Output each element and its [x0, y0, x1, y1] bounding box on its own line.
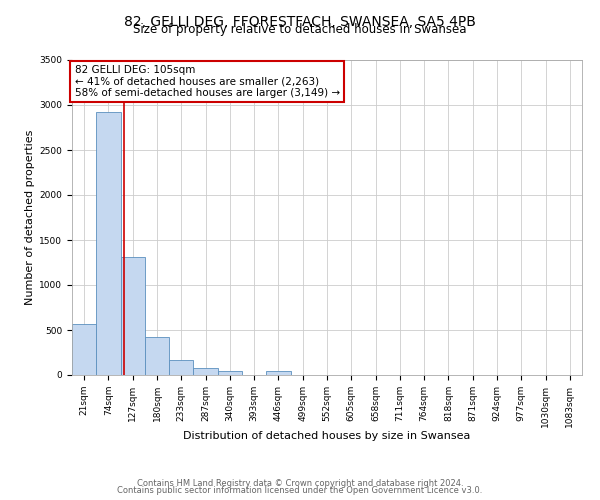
Text: 82 GELLI DEG: 105sqm
← 41% of detached houses are smaller (2,263)
58% of semi-de: 82 GELLI DEG: 105sqm ← 41% of detached h…	[74, 64, 340, 98]
Text: Size of property relative to detached houses in Swansea: Size of property relative to detached ho…	[133, 22, 467, 36]
Y-axis label: Number of detached properties: Number of detached properties	[25, 130, 35, 305]
Bar	[121, 257, 145, 375]
X-axis label: Distribution of detached houses by size in Swansea: Distribution of detached houses by size …	[184, 431, 470, 441]
Bar	[96, 112, 121, 375]
Bar	[145, 337, 169, 375]
Bar	[266, 370, 290, 375]
Bar	[72, 324, 96, 375]
Bar	[193, 368, 218, 375]
Text: 82, GELLI DEG, FFORESTFACH, SWANSEA, SA5 4PB: 82, GELLI DEG, FFORESTFACH, SWANSEA, SA5…	[124, 15, 476, 29]
Text: Contains HM Land Registry data © Crown copyright and database right 2024.: Contains HM Land Registry data © Crown c…	[137, 478, 463, 488]
Bar	[218, 370, 242, 375]
Text: Contains public sector information licensed under the Open Government Licence v3: Contains public sector information licen…	[118, 486, 482, 495]
Bar	[169, 360, 193, 375]
